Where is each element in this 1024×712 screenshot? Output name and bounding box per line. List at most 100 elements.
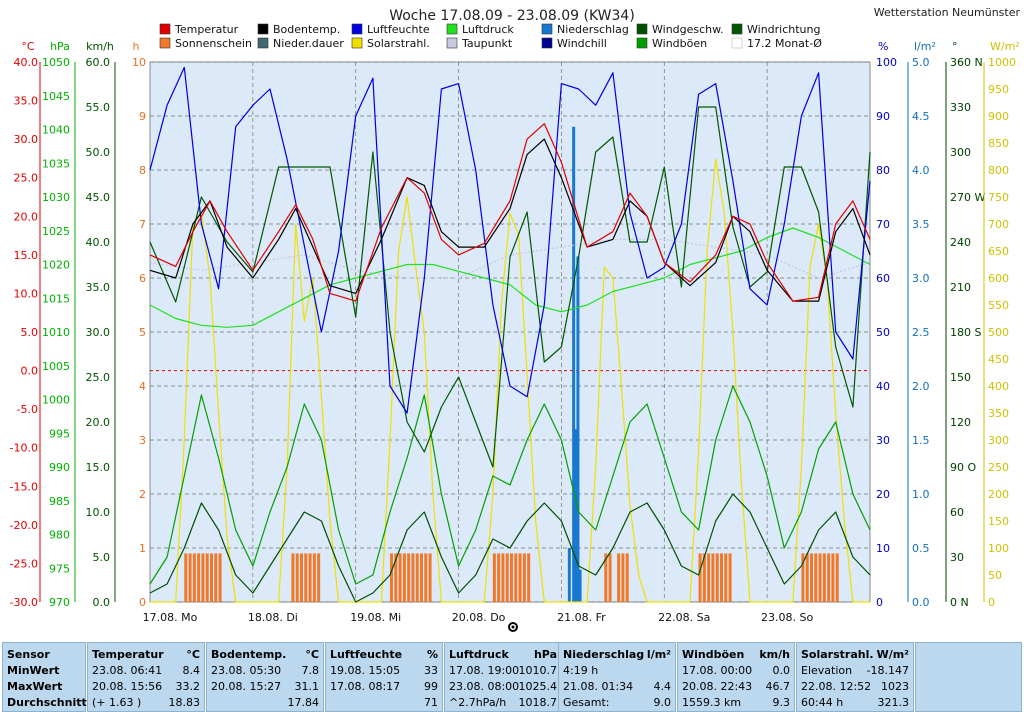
legend-label: Niederschlag [557,23,629,36]
axis-tick-left: 0.0 [21,365,39,378]
series-line-luftdruck [149,227,871,328]
stats-cell-label: 23.08. 08:00 [449,680,520,693]
axis-tick-right: 250 [988,461,1009,474]
stats-row: 20.08. 22:43 46.7 [682,680,790,696]
sunshine-bar [810,553,813,602]
x-tick-label: 23.08. So [761,611,813,624]
x-tick-label: 18.08. Di [248,611,298,624]
legend-label: Nieder.dauer [273,37,344,50]
axis-tick-left: 3 [139,434,146,447]
sunshine-bar [492,553,496,602]
stats-cell-value: 18.83 [168,696,201,709]
x-tick-label: 22.08. Sa [658,611,710,624]
axis-tick-right: 10 [876,542,890,555]
rain-bar [578,569,582,602]
rain-bar [567,548,571,602]
axis-tick-left: 8 [139,164,146,177]
stats-row: Bodentemp. °C [211,648,319,664]
stats-row-label: MinWert [7,664,60,677]
sunshine-bar [497,553,501,602]
axis-tick-left: 1000 [42,394,70,407]
stats-panel-unit: km/h [759,648,790,661]
stats-cell-label: 21.08. 01:34 [563,680,634,693]
stats-row: Windböen km/h [682,648,790,664]
stats-panel: Bodentemp. °C 23.08. 05:30 7.8 20.08. 15:27 3… [206,642,324,712]
sunshine-bar [192,553,196,602]
sunshine-bar [411,553,415,602]
stats-cell-value: 33.2 [175,680,201,693]
sunshine-bar [390,553,393,602]
axis-tick-left: 7 [139,218,146,231]
sunshine-bar [398,553,402,602]
series-line-bodentemp [149,138,871,302]
axis-tick-right: 330 [950,101,971,114]
sunshine-bar [197,553,201,602]
axis-unit-right: W/m² [990,40,1020,53]
axis-tick-left: 40.0 [14,56,39,69]
stats-cell-value: 1023 [881,680,909,693]
sunshine-bar [201,553,205,602]
axis-tick-right: 40 [876,380,890,393]
axis-tick-left: 35.0 [86,281,111,294]
sunshine-bar [702,553,706,602]
sunshine-bar [720,553,723,602]
axis-tick-right: 0.5 [912,542,930,555]
sunshine-bar [818,553,822,602]
sunshine-bar [415,553,419,602]
axis-tick-right: 80 [876,164,890,177]
stats-row-label: MaxWert [7,680,63,693]
axis-tick-right: 210 [950,281,971,294]
axis-tick-left: 1 [139,542,146,555]
sunshine-bar [214,553,218,602]
axis-tick-left: 5.0 [93,551,111,564]
stats-cell-value: 321.3 [877,696,910,709]
stats-row: 4:19 h [563,664,671,680]
sunshine-bar [608,553,612,602]
axis-tick-right: 850 [988,137,1009,150]
series-line-temperatur [149,123,871,302]
stats-cell-label: 17.08. 19:00 [449,664,520,677]
series-line-solarstrahl [150,158,870,603]
sunshine-bar [210,553,213,602]
axis-tick-left: 35.0 [14,95,39,108]
axis-tick-right: 550 [988,299,1009,312]
axis-tick-left: 60.0 [86,56,111,69]
axis-tick-left: 1020 [42,259,70,272]
sunshine-bar [621,553,625,602]
station-name: Wetterstation Neumünster [874,6,1021,19]
stats-cell-label: Elevation [801,664,853,677]
stats-cell-label: Gesamt: [563,696,610,709]
stats-cell-value: 99 [424,680,438,693]
axis-unit-left: km/h [86,40,114,53]
sunshine-bar [617,553,621,602]
sunshine-bar [424,553,428,602]
axis-tick-right: 900 [988,110,1009,123]
stats-row: 71 [330,696,438,712]
stats-row: MinWert [7,664,81,680]
axis-tick-right: 60 [876,272,890,285]
axis-tick-left: 6 [139,272,146,285]
axis-tick-left: -25.0 [10,557,38,570]
axis-tick-left: 25.0 [86,371,111,384]
axis-tick-right: 0 N [950,596,969,609]
axis-tick-right: 100 [876,56,897,69]
x-tick-label: 20.08. Do [452,611,506,624]
sunshine-bar [604,553,608,602]
sunshine-bar [801,553,805,602]
axis-tick-left: 4 [139,380,146,393]
stats-row: 17.08. 08:17 99 [330,680,438,696]
axis-tick-right: 20 [876,488,890,501]
axis-tick-left: 5 [139,326,146,339]
sunshine-bar [724,553,728,602]
sunshine-bar [518,553,522,602]
sunshine-bar [428,553,432,602]
stats-panel-head: Windböen [682,648,745,661]
legend-label: Temperatur [174,23,239,36]
axis-tick-left: 1035 [42,157,70,170]
axis-unit-right: l/m² [914,40,936,53]
axis-tick-right: 300 [988,434,1009,447]
rain-bar [576,256,580,602]
rain-bar [572,126,576,603]
stats-cell-label: 60:44 h [801,696,844,709]
stats-row: Durchschnitt [7,696,87,712]
